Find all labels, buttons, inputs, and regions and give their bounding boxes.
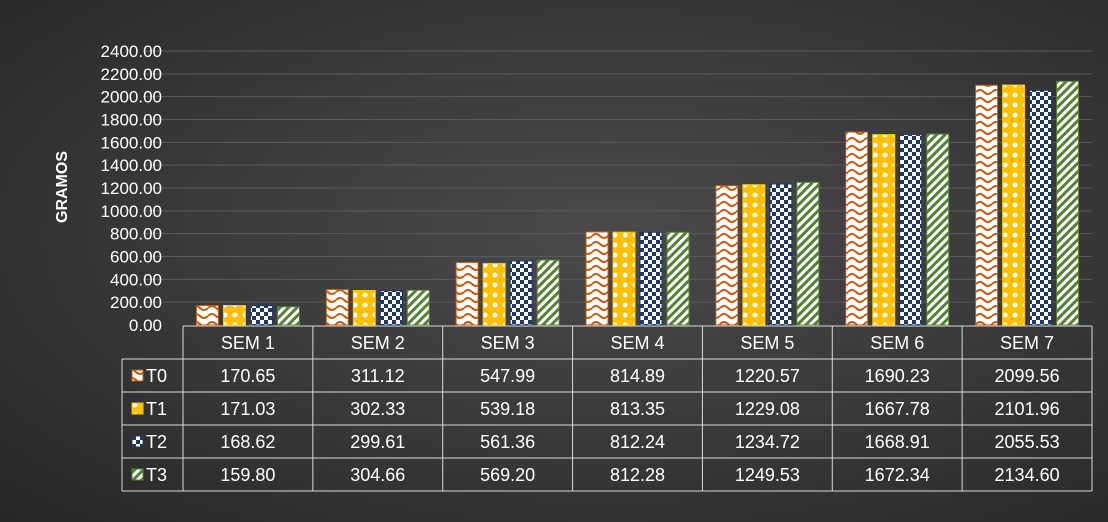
table-cell-value: 159.80 [220,465,275,485]
bar-t2-7 [1029,89,1053,326]
table-cell-value: 1229.08 [735,399,800,419]
y-tick-label: 1200.00 [101,179,162,198]
series-label: T3 [146,465,167,485]
table-cell-value: 302.33 [350,399,405,419]
table-cell-value: 812.28 [610,465,665,485]
table-cell-value: 1249.53 [735,465,800,485]
bar-t3-1 [276,306,300,326]
category-label: SEM 1 [221,333,275,353]
bar-t0-7 [975,84,999,326]
y-axis-ticks: 0.00 200.00 400.00 600.00 800.00 1000.00 1200.… [101,42,162,335]
table-cell-value: 1234.72 [735,432,800,452]
legend-key-t0 [131,369,144,382]
bar-t1-1 [222,304,246,326]
category-label: SEM 3 [481,333,535,353]
y-tick-label: 1000.00 [101,202,162,221]
bar-t2-6 [899,133,923,326]
table-cell-value: 1667.78 [865,399,930,419]
category-label: SEM 2 [351,333,405,353]
bar-t2-4 [639,231,663,326]
legend-key-t2 [131,435,144,448]
table-cell-value: 171.03 [220,399,275,419]
table-cell-value: 814.89 [610,366,665,386]
category-label: SEM 7 [1000,333,1054,353]
bar-t1-5 [742,184,766,326]
bar-t1-4 [612,231,636,326]
y-tick-label: 2200.00 [101,65,162,84]
bar-t2-1 [249,305,273,326]
bar-t2-2 [379,290,403,326]
category-label: SEM 4 [610,333,664,353]
y-tick-label: 400.00 [110,270,162,289]
table-cell-value: 561.36 [480,432,535,452]
series-label: T1 [146,399,167,419]
table-cell-value: 304.66 [350,465,405,485]
bar-t3-3 [536,259,560,326]
series-label: T2 [146,432,167,452]
y-tick-label: 2000.00 [101,88,162,107]
bar-t3-7 [1056,80,1080,326]
series-label: T0 [146,366,167,386]
data-table: SEM 1 SEM 2 SEM 3 SEM 4 SEM 5 SEM 6 SEM 7 T0 170… [121,325,1093,492]
bar-t3-6 [926,133,950,326]
table-cell-value: 168.62 [220,432,275,452]
bar-t0-4 [585,231,609,326]
y-tick-label: 2400.00 [101,42,162,61]
table-cell-value: 1668.91 [865,432,930,452]
bar-t0-1 [195,305,219,326]
gridlines [143,50,1092,303]
bar-t2-3 [509,260,533,326]
table-cell-value: 2099.56 [995,366,1060,386]
bar-t1-7 [1002,84,1026,326]
table-cell-value: 170.65 [220,366,275,386]
bar-t1-3 [482,262,506,326]
category-label: SEM 5 [740,333,794,353]
table-cell-value: 299.61 [350,432,405,452]
y-tick-label: 0.00 [129,316,162,335]
y-tick-label: 1400.00 [101,156,162,175]
bar-t1-6 [872,134,896,326]
legend-key-t1 [131,402,144,415]
bar-t0-2 [325,288,349,326]
table-cell-value: 1690.23 [865,366,930,386]
bar-t3-2 [406,289,430,326]
legend-key-t3 [131,468,144,481]
bar-t3-5 [796,181,820,326]
y-tick-label: 600.00 [110,248,162,267]
y-tick-label: 1600.00 [101,133,162,152]
bar-t0-6 [845,131,869,326]
y-axis-label: GRAMOS [54,151,71,223]
table-cell-value: 2101.96 [995,399,1060,419]
table-cell-value: 813.35 [610,399,665,419]
table-cell-value: 1220.57 [735,366,800,386]
table-cell-value: 547.99 [480,366,535,386]
table-cell-value: 569.20 [480,465,535,485]
bar-t1-2 [352,289,376,326]
y-tick-label: 1800.00 [101,111,162,130]
table-cell-value: 311.12 [351,366,405,386]
table-cell-value: 539.18 [480,399,535,419]
table-cell-value: 2134.60 [995,465,1060,485]
table-cell-value: 812.24 [610,432,665,452]
bar-t0-3 [455,261,479,326]
bar-t0-5 [715,185,739,326]
y-tick-label: 800.00 [110,225,162,244]
y-tick-label: 200.00 [110,293,162,312]
table-cell-value: 1672.34 [865,465,930,485]
category-label: SEM 6 [870,333,924,353]
table-cell-value: 2055.53 [995,432,1060,452]
bar-t2-5 [769,183,793,326]
bars [195,80,1080,326]
bar-t3-4 [666,231,690,326]
